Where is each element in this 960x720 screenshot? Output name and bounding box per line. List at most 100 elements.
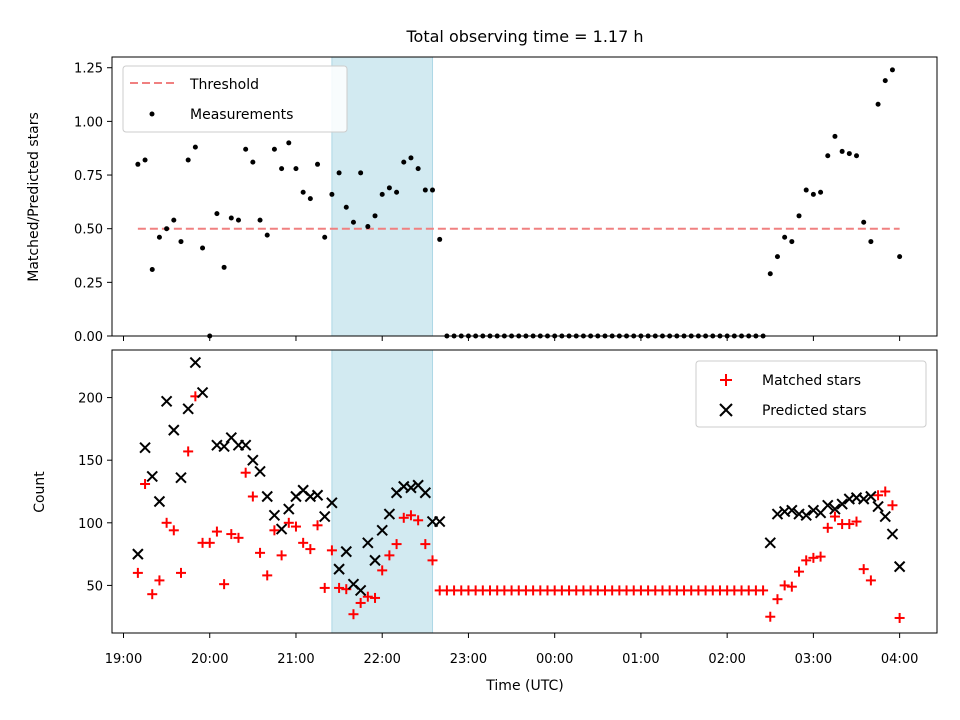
measurement-point — [437, 236, 443, 242]
y-tick-label: 200 — [78, 392, 103, 407]
matched-star-point — [851, 516, 862, 527]
predicted-star-point — [764, 537, 776, 549]
matched-star-point — [873, 490, 884, 501]
measurement-point — [336, 170, 342, 176]
matched-star-point — [779, 580, 790, 591]
measurement-point — [293, 166, 299, 172]
count-y-ticks: 50 100 150 200 — [78, 392, 112, 594]
predicted-star-point — [771, 508, 784, 520]
matched-star-point — [262, 570, 273, 581]
count-panel: 50 100 150 200 19:00 20:00 21:00 22:00 23:00 00:… — [32, 349, 938, 694]
ratio-y-axis-label: Matched/Predicted stars — [26, 112, 42, 282]
measurement-point — [221, 264, 227, 270]
measurement-point — [156, 234, 162, 240]
matched-star-point — [758, 585, 769, 596]
matched-star-point — [822, 522, 833, 533]
measurement-point — [889, 67, 895, 73]
matched-star-point — [175, 567, 186, 578]
measurement-point — [839, 148, 845, 154]
y-tick-label: 0.50 — [74, 223, 103, 238]
predicted-star-point — [132, 548, 144, 560]
predicted-star-point — [333, 563, 345, 575]
measurement-point — [135, 161, 141, 167]
measurement-point — [171, 217, 177, 223]
predicted-star-point — [872, 500, 884, 513]
measurement-point — [882, 78, 888, 84]
predicted-star-point — [189, 356, 202, 369]
predicted-star-point — [369, 554, 381, 567]
matched-star-point — [815, 551, 826, 562]
predicted-star-point — [419, 487, 432, 499]
measurement-point — [825, 153, 831, 159]
measurement-point — [386, 185, 392, 191]
matched-star-point — [844, 519, 855, 530]
matched-star-point — [348, 609, 359, 620]
predicted-star-point — [319, 510, 331, 523]
measurement-point — [774, 254, 780, 260]
matched-star-point — [370, 592, 381, 603]
matched-star-point — [794, 566, 805, 577]
matched-star-point — [865, 575, 876, 586]
x-tick-label: 01:00 — [622, 652, 659, 667]
matched-star-point — [405, 510, 416, 521]
measurement-point — [257, 217, 263, 223]
y-tick-label: 50 — [86, 579, 103, 594]
measurement-point — [861, 219, 867, 225]
predicted-star-point — [822, 499, 834, 511]
matched-star-point — [290, 521, 301, 532]
predicted-star-point — [326, 497, 338, 509]
measurement-point — [868, 239, 874, 245]
matched-star-point — [420, 539, 431, 550]
predicted-star-point — [857, 493, 870, 505]
x-tick-label: 22:00 — [363, 652, 400, 667]
measurement-point — [164, 226, 170, 232]
legend-matched-swatch — [720, 374, 732, 386]
matched-star-point — [154, 575, 165, 586]
measurement-point — [142, 157, 148, 163]
predicted-star-point — [836, 498, 848, 510]
matched-star-point — [211, 526, 222, 537]
x-tick-label: 20:00 — [191, 652, 228, 667]
predicted-star-point — [153, 495, 166, 508]
predicted-star-point — [829, 503, 841, 515]
predicted-star-point — [275, 523, 288, 535]
predicted-star-point — [218, 440, 230, 453]
predicted-star-point — [354, 584, 367, 597]
predicted-star-point — [879, 510, 891, 523]
matched-star-point — [772, 594, 783, 605]
predicted-star-point — [433, 515, 446, 528]
predicted-star-point — [886, 528, 899, 540]
measurement-point — [803, 187, 809, 193]
matched-star-point — [326, 545, 337, 556]
legend-measurements-swatch — [149, 111, 155, 117]
matched-star-point — [183, 446, 194, 457]
matched-star-point — [247, 491, 258, 502]
measurement-point — [789, 239, 795, 245]
ratio-axes-frame — [111, 56, 938, 337]
measurement-point — [365, 224, 371, 230]
matched-star-point — [786, 581, 797, 592]
legend-predicted-label: Predicted stars — [762, 403, 867, 419]
measurement-point — [286, 140, 292, 146]
matched-star-point — [765, 611, 776, 622]
predicted-stars-points — [132, 356, 906, 597]
measurement-point — [782, 234, 788, 240]
matched-star-point — [858, 564, 869, 575]
matched-star-point — [269, 525, 280, 536]
matched-star-point — [132, 567, 143, 578]
measurement-point — [228, 215, 234, 221]
measurement-point — [178, 239, 184, 245]
matched-star-point — [398, 512, 409, 523]
matched-star-point — [233, 532, 244, 543]
matched-star-point — [801, 555, 812, 566]
measurement-point — [408, 155, 414, 161]
measurement-point — [300, 189, 306, 195]
predicted-star-point — [254, 465, 266, 478]
matched-star-point — [880, 486, 891, 497]
predicted-star-point — [146, 470, 158, 483]
matched-star-point — [255, 547, 266, 558]
measurement-point — [271, 146, 277, 152]
predicted-star-point — [376, 524, 388, 537]
measurement-point — [315, 161, 321, 167]
